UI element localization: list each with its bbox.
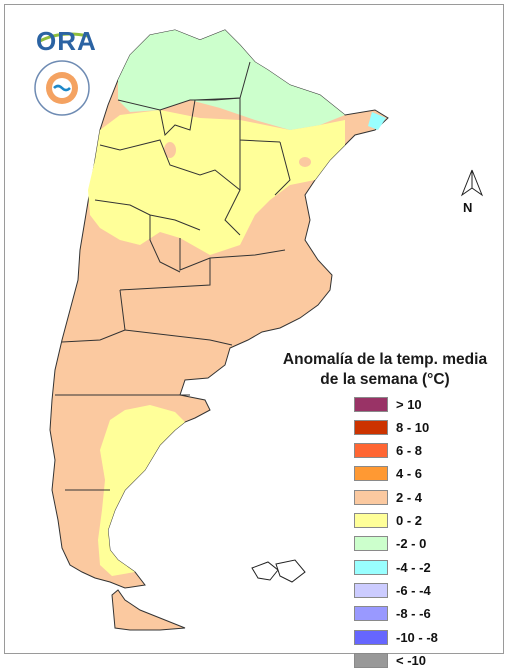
legend-label: 6 - 8: [396, 443, 423, 459]
legend-swatch: [354, 466, 388, 482]
legend-swatch: [354, 536, 388, 552]
legend-label: < -10: [396, 652, 426, 668]
legend-swatch: [354, 559, 388, 575]
legend-item: -10 - -8: [354, 628, 438, 646]
legend-swatch: [354, 582, 388, 598]
north-arrow-label: N: [463, 200, 473, 215]
legend-title-line2: de la semana (°C): [320, 371, 450, 388]
legend-label: -2 - 0: [396, 536, 427, 552]
legend-item: 0 - 2: [354, 512, 422, 530]
legend-item: > 10: [354, 395, 422, 413]
legend-label: 4 - 6: [396, 466, 423, 482]
warm-spot-2: [299, 157, 311, 167]
legend-label: -8 - -6: [396, 606, 431, 622]
legend-label: -6 - -4: [396, 582, 431, 598]
legend-label: 0 - 2: [396, 513, 423, 528]
legend-title-line1: Anomalía de la temp. media: [282, 351, 488, 368]
ora-logo: ORA: [36, 26, 97, 56]
legend-item: -6 - -4: [354, 581, 431, 599]
legend-item: 4 - 6: [354, 465, 422, 483]
malvinas-islands: [251, 559, 306, 583]
legend-swatch: [354, 629, 388, 645]
legend: Anomalía de la temp. media de la semana …: [270, 350, 500, 668]
seal-logo: [34, 60, 90, 116]
legend-label: > 10: [396, 396, 422, 412]
legend-title: Anomalía de la temp. media de la semana …: [270, 350, 500, 390]
zone-0-2-south: [98, 405, 185, 576]
legend-swatch: [354, 513, 388, 528]
legend-item: 6 - 8: [354, 442, 422, 460]
legend-swatch: [354, 606, 388, 622]
legend-swatch: [354, 396, 388, 412]
legend-swatch: [354, 652, 388, 668]
legend-item: 8 - 10: [354, 418, 429, 436]
legend-label: 8 - 10: [396, 419, 430, 435]
zone-minus4-minus2: [368, 112, 386, 130]
legend-item: < -10: [354, 651, 426, 669]
legend-swatch: [354, 489, 388, 505]
legend-swatch: [354, 443, 388, 459]
legend-item: -4 - -2: [354, 558, 431, 576]
legend-item: -8 - -6: [354, 605, 431, 623]
tierra-del-fuego: [111, 589, 186, 631]
province-borders: [55, 61, 291, 491]
legend-item: -2 - 0: [354, 535, 426, 553]
north-arrow-icon: [460, 169, 484, 197]
legend-item: 2 - 4: [354, 488, 422, 506]
legend-label: -4 - -2: [396, 559, 431, 575]
legend-label: -10 - -8: [396, 629, 438, 645]
legend-swatch: [354, 419, 388, 435]
warm-spot-1: [164, 142, 176, 158]
ora-logo-swoosh: [37, 32, 89, 44]
legend-label: 2 - 4: [396, 489, 423, 505]
